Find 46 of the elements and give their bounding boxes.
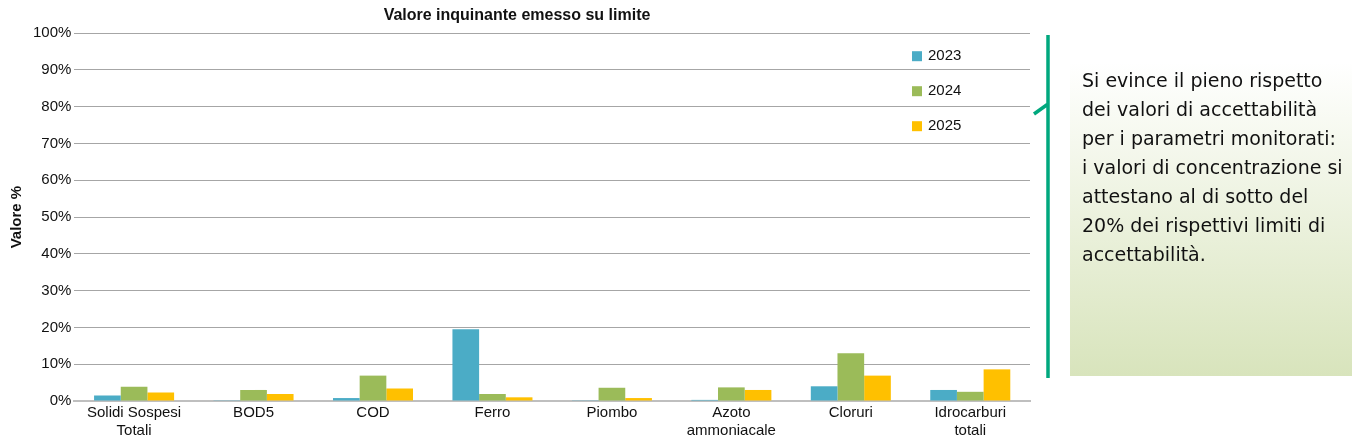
y-tick-label: 50% <box>41 207 72 225</box>
y-tick-label: 90% <box>41 60 72 78</box>
bar <box>864 375 891 401</box>
bar <box>983 369 1011 401</box>
bar <box>930 389 957 401</box>
x-tick-label: Cloruri <box>828 403 873 421</box>
bar <box>452 329 480 401</box>
x-tick-label: Solidi Sospesi Totali <box>86 403 182 439</box>
bar <box>598 387 626 401</box>
y-tick-label: 20% <box>41 317 72 335</box>
text: Si evince il pieno rispetto dei valori di accettabilità per i parametri monitorati: i valori di concentrazione si attestano al di sotto del 20% dei rispettivi limiti di accettabilità. <box>1070 62 1352 376</box>
bar <box>266 394 294 401</box>
y-tick-label: 100% <box>32 23 72 41</box>
bar <box>810 386 838 401</box>
bar <box>240 389 267 401</box>
y-tick-label: 30% <box>41 280 72 298</box>
x-tick-label: Idrocarburi totali <box>934 403 1007 439</box>
legend-label: 2024 <box>928 81 962 99</box>
legend-label: 2023 <box>928 46 962 64</box>
bar <box>120 386 148 401</box>
chart-title: Valore inquinante emesso su limite <box>383 6 651 24</box>
bar <box>359 375 387 401</box>
bar <box>147 392 175 401</box>
bar <box>386 388 414 401</box>
y-tick-label: 80% <box>41 96 72 114</box>
y-tick-label: 40% <box>41 244 72 262</box>
x-tick-label: COD <box>356 403 390 421</box>
y-tick-label: 0% <box>49 391 72 409</box>
y-axis-title: Valore % <box>7 185 25 249</box>
x-tick-label: Azoto ammoniacale <box>686 403 776 439</box>
bar <box>332 398 360 401</box>
y-tick-label: 70% <box>41 133 72 151</box>
legend-label: 2025 <box>928 116 962 134</box>
bar <box>94 395 121 401</box>
y-tick-label: 10% <box>41 354 72 372</box>
bar <box>625 398 652 401</box>
x-tick-label: Ferro <box>474 403 511 421</box>
bar <box>718 387 745 401</box>
y-tick-label: 60% <box>41 170 72 188</box>
bar <box>744 389 772 401</box>
x-tick-label: Piombo <box>586 403 638 421</box>
bar <box>479 394 506 401</box>
bar <box>505 397 533 401</box>
bar <box>956 391 984 401</box>
bar <box>837 353 865 401</box>
x-tick-label: BOD5 <box>233 403 274 421</box>
